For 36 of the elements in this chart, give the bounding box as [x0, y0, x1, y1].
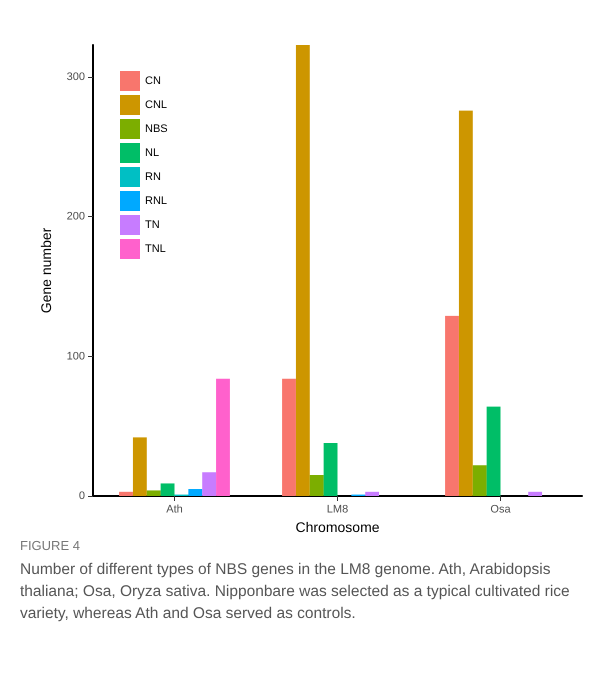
bar — [132, 437, 147, 496]
bar — [310, 475, 324, 496]
x-tick-label: Ath — [166, 504, 183, 516]
bar — [188, 489, 202, 496]
bar — [324, 442, 338, 496]
legend-label: RN — [145, 171, 161, 183]
legend-label: CN — [145, 75, 161, 87]
x-axis-title: Chromosome — [295, 518, 380, 535]
bar — [528, 492, 542, 496]
bar — [146, 490, 161, 496]
bar — [486, 406, 500, 496]
legend-label: TN — [145, 219, 160, 231]
caption: FIGURE 4 — [20, 538, 81, 553]
y-tick-label: 100 — [66, 350, 85, 362]
bar — [282, 378, 296, 496]
y-tick-label: 300 — [66, 71, 85, 84]
y-tick-label: 200 — [66, 210, 85, 223]
bar — [458, 110, 473, 496]
y-tick-label: 0 — [78, 490, 85, 502]
x-tick-label: Osa — [490, 504, 512, 516]
legend-label: TNL — [145, 243, 166, 255]
bar — [160, 483, 174, 496]
bar — [216, 378, 230, 496]
y-axis-title: Gene number — [38, 227, 54, 314]
bar — [296, 45, 310, 496]
bar — [365, 492, 380, 496]
legend-label: NBS — [145, 123, 168, 135]
legend-label: NL — [145, 147, 160, 159]
bar — [445, 316, 459, 496]
bar — [472, 465, 487, 496]
bar — [202, 472, 216, 496]
bar — [119, 492, 133, 496]
legend-label: RNL — [145, 195, 168, 207]
text: Number of different types of NBS genes in the LM8 genome. Ath, Arabidopsis thaliana; Osa, Oryza sativa. Nipponbare was selected as a typical cultivated rice variety, whereas Ath and Osa served as controls. — [20, 560, 571, 624]
x-tick-label: LM8 — [326, 504, 348, 516]
legend-label: CNL — [145, 99, 168, 111]
